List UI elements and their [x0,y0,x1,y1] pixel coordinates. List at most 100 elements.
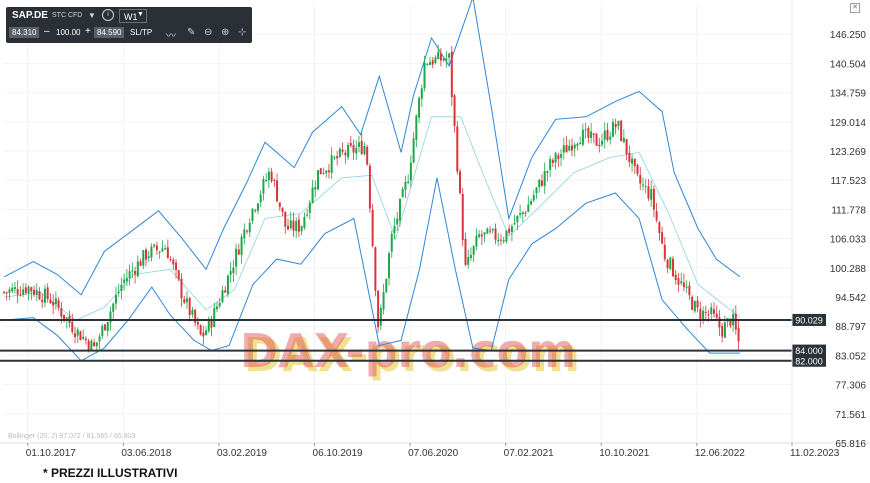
candle-down [729,319,732,326]
candle-up [243,229,246,239]
candle-up [549,159,552,170]
candle-up [483,232,486,235]
candle-down [73,333,76,338]
candle-down [196,321,199,325]
candle-up [22,289,25,295]
decrease-quantity-button[interactable]: – [44,26,50,37]
candle-up [213,307,216,327]
quantity-input[interactable]: 100.00 [56,28,81,37]
sl-tp-button[interactable]: SL/TP [130,28,153,37]
candle-down [442,58,445,61]
axes: 146.250 140.504 134.759 129.014 123.269 117.5… [0,0,870,459]
candle-down [524,212,527,214]
x-tick-label: 11.02.2023 [790,448,840,459]
candle-up [11,287,14,292]
candle-up [631,158,634,164]
candle-up [142,250,145,266]
symbol-label[interactable]: SAP.DE [12,10,48,21]
candle-up [423,62,426,89]
candle-down [52,301,55,306]
candle-down [652,188,655,210]
candle-up [109,311,112,323]
zoom-in-icon[interactable]: ⊕ [221,27,230,38]
candle-down [183,298,186,303]
draw-icon[interactable]: ✎ [187,27,196,38]
candle-up [240,236,243,255]
candle-down [284,211,287,227]
ask-price-button[interactable]: 84.590 [94,27,125,38]
candle-down [139,261,142,266]
candle-down [84,338,87,341]
candle-down [699,308,702,319]
candle-up [226,275,229,295]
candle-down [592,133,595,135]
candle-up [265,180,268,182]
bid-price-button[interactable]: 84.310 [9,27,40,38]
candle-up [693,301,696,312]
bollinger-upper-line [3,0,741,296]
candle-up [76,329,79,336]
candle-up [98,336,101,342]
candle-down [718,317,721,328]
bollinger-lower-line [3,177,741,362]
candle-down [41,299,44,303]
candle-up [333,157,336,159]
candle-down [456,126,459,172]
candle-down [489,230,492,232]
candle-down [540,180,543,186]
candle-up [117,291,120,294]
increase-quantity-button[interactable]: + [85,26,91,37]
candle-down [625,139,628,155]
candle-up [147,256,150,258]
candle-up [445,58,448,61]
chevron-down-icon[interactable]: ▼ [88,11,96,20]
zoom-out-icon[interactable]: ⊖ [204,27,213,38]
line-style-icon[interactable]: 〰 [166,31,176,42]
candle-up [669,257,672,269]
candle-down [598,144,601,147]
candle-down [661,232,664,244]
crosshair-icon[interactable]: ⊹ [238,27,247,38]
candle-up [505,230,508,242]
candle-up [538,179,541,188]
candle-up [478,234,481,237]
candle-up [579,142,582,145]
candle-up [289,220,292,229]
candle-up [434,57,437,63]
candle-up [710,307,713,315]
chart-grid [4,5,793,444]
candle-up [215,306,218,310]
candle-up [101,326,104,336]
candle-up [205,330,208,335]
candle-up [254,210,257,212]
candle-up [420,88,423,99]
info-icon[interactable]: i [102,9,114,21]
candle-up [486,228,489,234]
y-tick-label: 117.523 [831,176,867,187]
candle-down [57,300,60,308]
timeframe-chevron-icon[interactable]: ▼ [137,11,144,18]
candle-up [581,129,584,145]
candle-down [508,228,511,233]
candle-down [704,311,707,313]
candle-up [644,185,647,187]
candle-up [153,244,156,247]
candle-up [393,225,396,233]
candle-up [256,203,259,211]
candle-up [259,194,262,203]
candle-up [112,303,115,312]
candle-up [428,62,431,65]
candle-up [467,256,470,265]
x-tick-label: 07.06.2020 [408,448,458,459]
candle-down [237,249,240,255]
y-tick-label: 65.816 [835,439,866,450]
y-tick-label: 123.269 [830,147,867,158]
instrument-type: STC CFD [52,12,83,19]
timeframe-select[interactable]: W1 [119,9,147,23]
close-icon[interactable]: ✕ [850,3,860,13]
footnote: * PREZZI ILLUSTRATIVI [43,466,178,480]
x-tick-label: 06.10.2019 [313,448,363,459]
candle-down [349,143,352,146]
candle-up [65,317,68,320]
